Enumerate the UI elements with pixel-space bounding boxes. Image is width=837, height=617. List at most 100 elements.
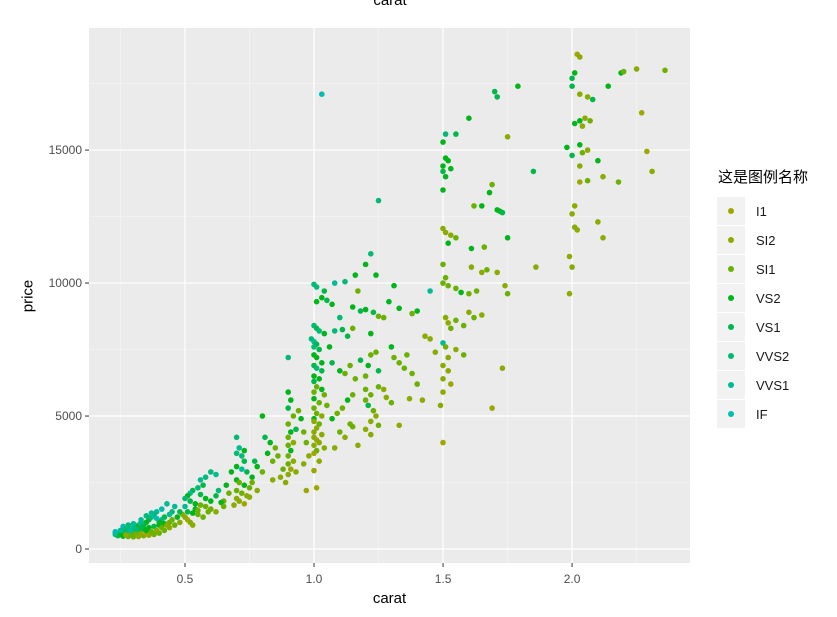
data-point: [600, 235, 606, 241]
data-point: [380, 386, 387, 393]
data-point: [285, 354, 292, 361]
data-point: [342, 434, 348, 441]
legend-entry-si1: SI1: [717, 255, 808, 284]
data-point: [448, 232, 454, 238]
data-point: [128, 527, 134, 534]
data-point: [195, 485, 201, 491]
data-point: [153, 527, 160, 534]
x-tick-label: 2.0: [564, 572, 581, 586]
legend-label: SI2: [756, 233, 776, 248]
data-point: [215, 487, 222, 494]
data-point: [479, 269, 485, 276]
data-point: [502, 282, 508, 289]
data-point: [577, 142, 583, 148]
data-point: [445, 157, 452, 164]
data-point: [489, 405, 495, 411]
data-point: [311, 373, 317, 379]
data-point: [375, 422, 382, 429]
data-point: [442, 229, 449, 236]
data-point: [445, 368, 452, 374]
data-point: [195, 507, 201, 514]
data-point: [128, 531, 134, 538]
data-point: [396, 422, 403, 429]
data-point: [347, 362, 353, 369]
data-point: [236, 445, 242, 451]
data-point: [396, 305, 403, 312]
data-point: [375, 368, 382, 374]
point-swatch-icon: [728, 411, 734, 417]
data-point: [473, 288, 480, 294]
data-point: [471, 203, 477, 209]
data-point: [208, 498, 214, 504]
data-point: [316, 399, 323, 406]
data-point: [112, 528, 119, 535]
data-point: [133, 526, 139, 532]
data-point: [365, 362, 372, 369]
data-point: [442, 131, 449, 137]
data-point: [370, 407, 377, 414]
data-point: [311, 442, 317, 449]
data-point: [319, 360, 325, 366]
data-point: [362, 386, 369, 393]
data-point: [458, 289, 464, 296]
data-point: [615, 179, 622, 185]
point-swatch-icon: [728, 324, 734, 330]
data-point: [311, 395, 317, 402]
legend-entry-vs1: VS1: [717, 313, 808, 342]
data-point: [311, 389, 317, 395]
data-point: [357, 308, 364, 314]
data-point: [370, 309, 377, 316]
data-point: [311, 429, 317, 435]
data-point: [344, 333, 351, 340]
data-point: [577, 118, 583, 124]
data-point: [259, 469, 266, 475]
data-point: [533, 264, 539, 270]
data-point: [466, 309, 472, 316]
data-point: [329, 360, 335, 366]
legend-entries: I1 SI2 SI1 VS2 VS1 VVS2: [717, 197, 808, 429]
data-point: [153, 515, 160, 522]
data-point: [143, 527, 150, 534]
data-point: [571, 203, 578, 209]
data-point: [445, 240, 452, 246]
data-point: [313, 298, 320, 305]
data-point: [277, 474, 284, 481]
data-point: [331, 445, 338, 451]
data-point: [319, 431, 325, 438]
data-point: [293, 426, 299, 433]
data-point: [241, 501, 248, 507]
data-point: [349, 304, 356, 310]
data-point: [440, 376, 446, 382]
data-point: [442, 344, 449, 350]
data-point: [200, 482, 206, 489]
data-point: [515, 83, 521, 89]
y-tick-label: 10000: [49, 276, 83, 290]
data-point: [396, 360, 403, 366]
data-point: [285, 453, 292, 459]
legend-key: [717, 226, 745, 255]
data-point: [383, 394, 390, 401]
data-point: [288, 466, 294, 473]
data-point: [577, 91, 583, 97]
legend-label: IF: [756, 407, 768, 422]
data-point: [254, 487, 260, 494]
data-point: [373, 349, 379, 356]
x-axis: 0.5 1.0 1.5 2.0: [177, 563, 581, 586]
legend-key: [717, 313, 745, 342]
data-point: [569, 264, 575, 270]
data-point: [419, 397, 426, 403]
data-point: [169, 517, 175, 523]
data-point: [202, 495, 209, 502]
data-point: [220, 503, 227, 510]
data-point: [577, 54, 583, 60]
data-point: [117, 527, 124, 534]
data-point: [440, 139, 446, 145]
data-point: [316, 439, 323, 446]
data-point: [159, 506, 165, 512]
data-point: [164, 501, 170, 507]
plot-panel: [89, 28, 690, 563]
data-point: [453, 346, 459, 353]
y-tick-label: 5000: [55, 409, 82, 423]
data-point: [138, 524, 144, 531]
